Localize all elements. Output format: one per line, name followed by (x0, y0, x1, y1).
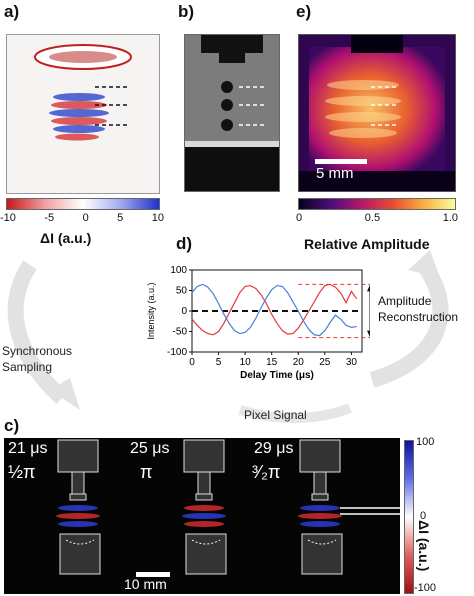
panel-c-colorbar (404, 440, 414, 594)
tick: 1.0 (442, 212, 458, 224)
panel-e-image (298, 34, 456, 192)
tick: -10 (0, 212, 16, 224)
panel-d-chart: 0 5 10 15 20 25 30 100 50 0 -50 -100 Delay Time (μs)… (146, 265, 370, 381)
amplitude-arrowhead-top (367, 284, 370, 292)
tick: 0 (296, 212, 303, 224)
synchronous-label: Synchronous (2, 344, 73, 358)
y-axis-label: Intensity (a.u.) (146, 282, 156, 339)
x-axis-label: Delay Time (μs) (240, 370, 314, 381)
reconstruction-annotation: Reconstruction (378, 310, 459, 324)
series-blue-line (191, 283, 357, 337)
x-tick-label: 10 (240, 357, 252, 368)
panel-e-amplitude-map (299, 35, 455, 191)
panel-e-colorbar (298, 198, 456, 210)
panel-a-label: a) (4, 2, 20, 21)
panel-c-label: c) (4, 416, 20, 435)
x-tick-label: 30 (346, 357, 358, 368)
x-tick-label: 5 (216, 357, 222, 368)
panel-c-tick-top: 100 (416, 436, 435, 448)
x-tick-label: 0 (189, 357, 195, 368)
panel-c-colorbar-label: ΔI (a.u.) (416, 520, 432, 572)
panel-e-scalebar-label: 5 mm (316, 165, 354, 182)
amplitude-arrowhead-bottom (367, 330, 370, 338)
tick: 0.5 (364, 212, 381, 224)
panel-e-colorbar-label: Relative Amplitude (304, 236, 430, 252)
frame-3-phase: ³⁄₂π (252, 462, 281, 482)
panel-c-scalebar-label: 10 mm (124, 576, 167, 592)
series-red-line (191, 283, 358, 336)
tick: 5 (117, 212, 124, 224)
frame-2-time: 25 μs (130, 440, 170, 457)
panel-b-photo (185, 35, 279, 191)
panel-c-tick-bottom: -100 (414, 582, 437, 594)
y-tick-label: 0 (181, 306, 187, 317)
amplitude-annotation: Amplitude (378, 294, 432, 308)
y-tick-label: -100 (167, 347, 187, 358)
panel-b-image (184, 34, 280, 192)
tick: -5 (44, 212, 55, 224)
x-tick-label: 15 (266, 357, 278, 368)
pixel-signal-label: Pixel Signal (244, 408, 307, 422)
panel-c-image (4, 438, 400, 594)
panel-e-label: e) (296, 2, 312, 21)
panel-a-colorbar (6, 198, 160, 210)
y-tick-label: 100 (170, 265, 187, 276)
y-tick-label: -50 (173, 327, 188, 338)
panel-a-colorbar-label: ΔI (a.u.) (40, 230, 92, 246)
panel-c-frames (56, 439, 400, 577)
frame-2-phase: π (140, 462, 153, 482)
frame-3-time: 29 μs (254, 440, 294, 457)
panel-c-tick-mid: 0 (420, 510, 427, 522)
panel-e-colorbar-ticks: 0 0.5 1.0 (296, 212, 458, 224)
frame-1-phase: ½π (8, 462, 36, 482)
panel-d-label: d) (176, 234, 193, 253)
frame-1-time: 21 μs (8, 440, 48, 457)
panel-b-label: b) (178, 2, 195, 21)
tick: 0 (82, 212, 89, 224)
flow-arrows (7, 250, 449, 424)
panel-a-colorbar-ticks: -10 -5 0 5 10 (0, 212, 164, 224)
panel-a-field (34, 44, 132, 141)
x-tick-label: 25 (319, 357, 331, 368)
tick: 10 (151, 212, 164, 224)
sampling-label: Sampling (2, 360, 53, 374)
panel-a-image (6, 34, 160, 194)
y-tick-label: 50 (176, 286, 188, 297)
x-tick-label: 20 (293, 357, 305, 368)
